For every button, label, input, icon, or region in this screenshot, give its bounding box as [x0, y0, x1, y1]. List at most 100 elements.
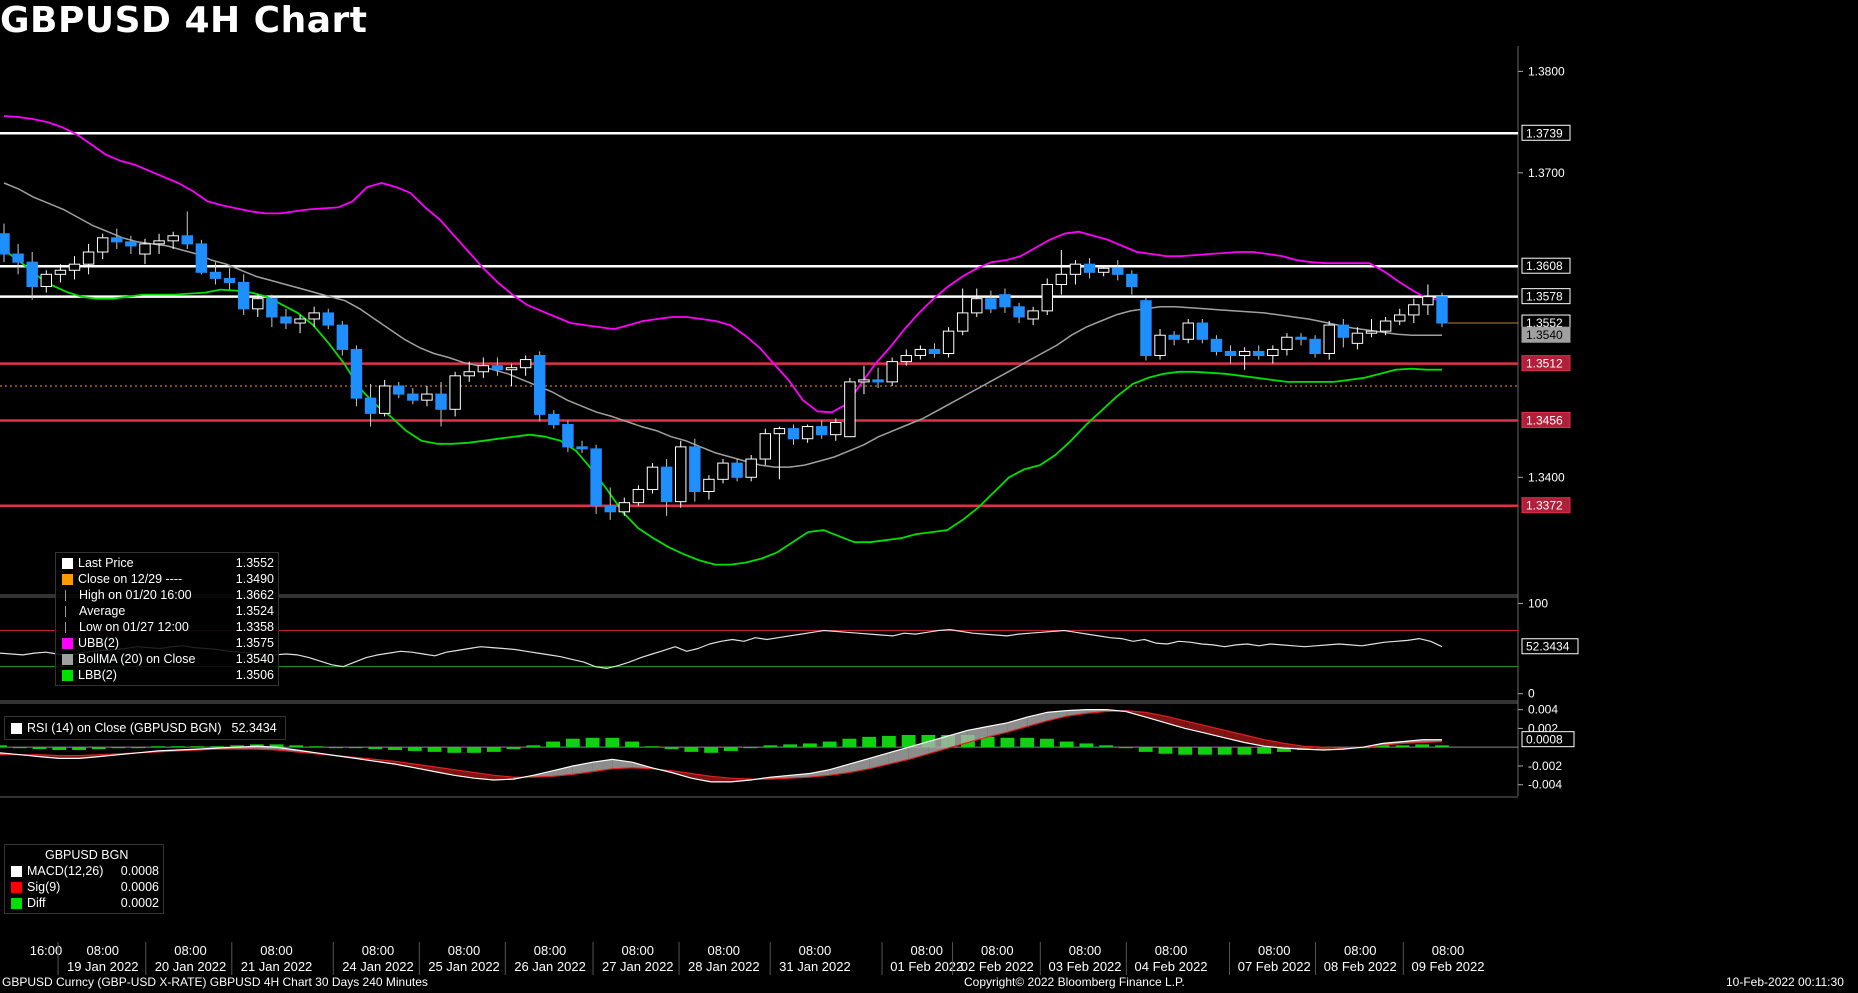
candle: [548, 410, 560, 429]
footer-timestamp: 10-Feb-2022 00:11:30: [1726, 975, 1844, 989]
candle: [68, 256, 81, 280]
candle-body: [646, 466, 659, 490]
candle-body: [308, 312, 320, 320]
candle-body: [1323, 324, 1335, 354]
legend-value: 1.3506: [235, 668, 274, 682]
x-time-label: 08:00: [799, 943, 832, 958]
candle-body: [1408, 304, 1420, 316]
macd-diff-bar: [1059, 741, 1074, 748]
candle-body: [54, 269, 67, 275]
candle: [519, 355, 532, 376]
candle-body: [1253, 350, 1265, 357]
macd-ribbon: [454, 769, 475, 779]
candle: [1281, 333, 1293, 356]
candle: [181, 211, 193, 249]
candle-body: [1140, 300, 1152, 357]
candle: [928, 343, 941, 358]
candle: [1182, 318, 1194, 344]
candle-body: [759, 433, 772, 460]
candle: [491, 357, 504, 376]
legend-value: 1.3662: [235, 588, 274, 602]
candle: [787, 424, 800, 445]
price-legend-row: BollMA (20) on Close 1.3540: [62, 651, 274, 667]
candle: [1196, 318, 1209, 344]
x-date-label: 21 Jan 2022: [241, 959, 313, 974]
candle: [956, 288, 969, 336]
candle-body: [491, 365, 504, 371]
candle: [435, 381, 447, 427]
macd-diff-bar: [1395, 745, 1410, 748]
legend-label: Sig(9): [27, 880, 61, 894]
macd-ribbon: [1204, 725, 1225, 738]
candle: [407, 387, 419, 405]
rsi-value: 52.3434: [231, 721, 277, 735]
candle: [703, 475, 715, 500]
macd-diff-bar: [1119, 747, 1133, 749]
legend-swatch: [62, 653, 73, 665]
legend-value: 1.3490: [235, 572, 274, 586]
candle-body: [801, 426, 814, 440]
macd-ribbon: [395, 761, 415, 768]
candle-body: [590, 448, 602, 507]
legend-value: 0.0006: [120, 880, 159, 894]
macd-ribbon: [553, 765, 573, 777]
candle-body: [26, 261, 38, 288]
candle-body: [139, 243, 151, 255]
candle: [209, 262, 222, 285]
legend-swatch: [62, 573, 73, 585]
candle: [844, 377, 856, 438]
legend-label: Last Price: [78, 556, 134, 570]
x-time-label: 08:00: [708, 943, 741, 958]
legend-value: 1.3358: [235, 620, 274, 634]
candle-body: [886, 361, 898, 383]
macd-ribbon: [1046, 710, 1067, 721]
candle-body: [1196, 322, 1209, 340]
candle-body: [0, 233, 10, 255]
macd-diff-bar: [506, 747, 521, 750]
candle-body: [449, 375, 461, 410]
macd-diff-bar: [1158, 747, 1173, 754]
candle: [1224, 345, 1237, 364]
macd-signal-line: [0, 709, 1443, 780]
macd-diff-bar: [1415, 744, 1430, 748]
candle-body: [181, 235, 193, 245]
level-tag: 1.3372: [1526, 499, 1563, 513]
candle-body: [914, 348, 927, 357]
candle: [759, 428, 772, 466]
candle-body: [562, 424, 574, 448]
price-legend-row: Low on 01/27 12:00 1.3358: [62, 619, 274, 635]
ubb-line: [3, 115, 1443, 414]
candle: [223, 268, 236, 290]
candle: [562, 420, 574, 452]
candle: [1436, 292, 1448, 328]
x-time-label: 08:00: [448, 943, 481, 958]
candle: [294, 314, 306, 334]
candle-body: [40, 273, 53, 288]
candle: [350, 345, 363, 407]
candle-body: [421, 393, 433, 401]
macd-diff-bar: [526, 745, 541, 748]
rsi-value-tag-box: [1521, 638, 1579, 655]
candle: [322, 308, 334, 330]
candle: [999, 288, 1011, 313]
x-date-label: 04 Feb 2022: [1135, 959, 1208, 974]
level-tag-box: [1521, 497, 1571, 514]
x-date-label: 28 Jan 2022: [688, 959, 760, 974]
candle: [378, 379, 391, 417]
price-tag: 1.3552: [1526, 316, 1563, 330]
macd-ribbon: [1027, 712, 1047, 727]
candle-body: [407, 393, 419, 401]
candle-body: [548, 413, 560, 426]
legend-value: 0.0008: [120, 864, 159, 878]
macd-diff-bar: [704, 747, 719, 753]
candle: [590, 444, 602, 514]
macd-diff-bar: [901, 734, 916, 748]
candle-body: [674, 446, 687, 503]
candle: [266, 294, 278, 328]
macd-ribbon: [434, 766, 455, 776]
candle-body: [223, 277, 236, 283]
legend-label: MACD(12,26): [27, 864, 104, 878]
candle-body: [872, 379, 884, 383]
macd-diff-bar: [664, 747, 679, 750]
